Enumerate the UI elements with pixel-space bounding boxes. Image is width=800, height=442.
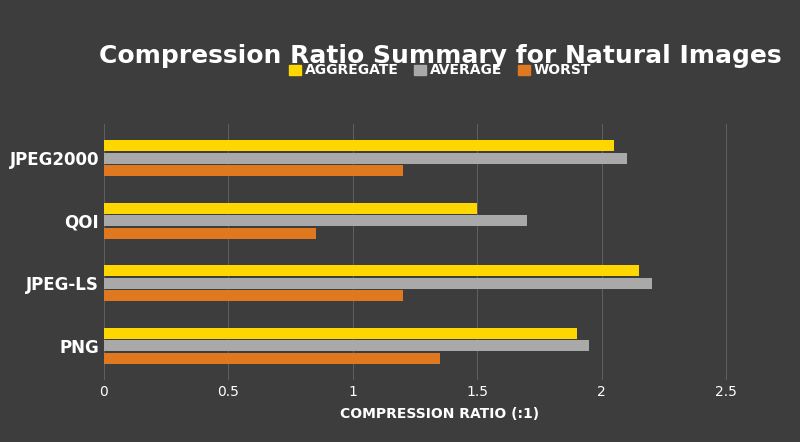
Legend: AGGREGATE, AVERAGE, WORST: AGGREGATE, AVERAGE, WORST (284, 58, 596, 82)
Title: Compression Ratio Summary for Natural Images: Compression Ratio Summary for Natural Im… (98, 44, 782, 68)
Bar (104, 353, 440, 364)
Bar (104, 265, 639, 276)
Bar (104, 152, 626, 164)
Bar (104, 340, 590, 351)
Bar (104, 140, 614, 151)
Bar (104, 228, 315, 239)
X-axis label: COMPRESSION RATIO (:1): COMPRESSION RATIO (:1) (341, 408, 539, 421)
Bar (104, 290, 402, 301)
Bar (104, 202, 478, 214)
Bar (104, 165, 402, 176)
Bar (104, 278, 651, 289)
Bar (104, 215, 527, 226)
Bar (104, 328, 577, 339)
